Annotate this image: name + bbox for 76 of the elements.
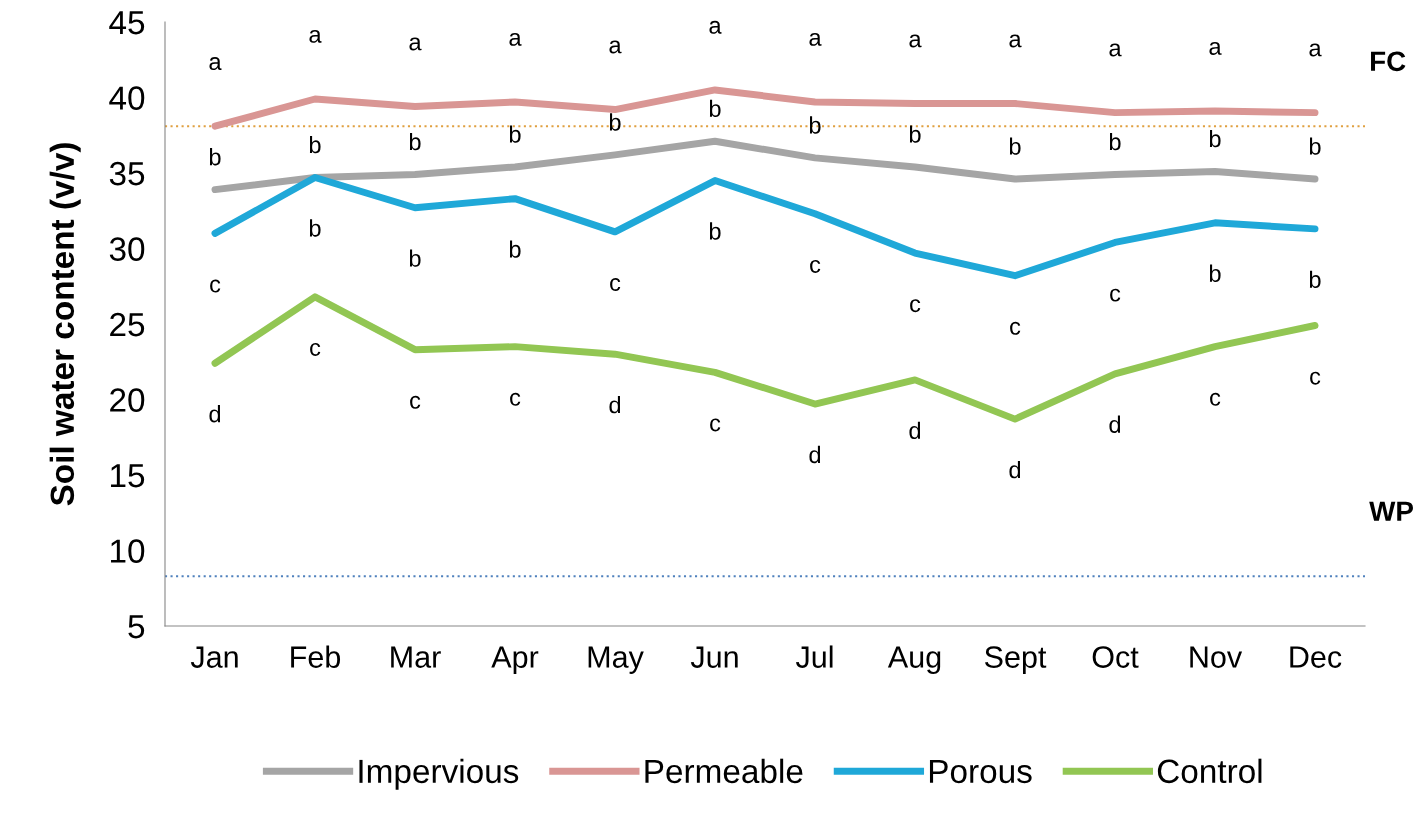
data-label: a (509, 32, 522, 46)
x-tick-label: Apr (491, 646, 539, 674)
x-tick-label: Jun (690, 646, 738, 668)
ref-line-label: FC (1371, 51, 1406, 72)
x-tick-label: Feb (291, 645, 341, 668)
data-label: b (1109, 132, 1121, 151)
data-label: b (409, 132, 421, 151)
ref-line-label: WP (1369, 501, 1413, 521)
data-label: b (809, 116, 821, 134)
data-label: b (409, 249, 421, 267)
data-label: b (909, 125, 921, 143)
data-label: b (509, 240, 521, 258)
data-label: a (1109, 43, 1122, 57)
data-label: a (1309, 43, 1322, 57)
data-label: b (709, 99, 721, 118)
data-label: c (310, 343, 321, 356)
y-tick-label: 30 (109, 237, 145, 261)
data-label: d (1009, 460, 1021, 479)
data-label: b (209, 148, 221, 166)
y-tick-label: 25 (110, 312, 145, 337)
data-label: b (309, 135, 321, 154)
data-label: c (1310, 371, 1321, 385)
y-tick-label: 20 (110, 388, 145, 412)
data-label: c (410, 395, 421, 409)
y-axis-title: Soil water content (v/v) (49, 143, 81, 506)
legend-label: Impervious (359, 758, 519, 790)
data-label: a (809, 32, 822, 46)
data-label: c (1210, 392, 1221, 406)
y-tick-label: 35 (109, 161, 145, 186)
data-label: c (1010, 321, 1021, 335)
data-label: b (709, 222, 721, 240)
data-label: b (1309, 270, 1321, 288)
data-label: c (1110, 288, 1121, 302)
y-tick-label: 5 (128, 615, 145, 639)
data-label: a (909, 34, 922, 48)
legend-label: Porous (929, 759, 1032, 784)
data-label: c (510, 392, 521, 406)
data-label: b (1209, 129, 1221, 148)
data-label: d (909, 421, 921, 439)
x-tick-label: Oct (1092, 646, 1139, 668)
data-label: c (810, 259, 821, 273)
legend-label: Permeable (645, 758, 803, 784)
data-label: a (1009, 34, 1022, 48)
x-tick-label: Sept (984, 646, 1047, 674)
x-tick-label: Jan (190, 646, 238, 668)
data-label: b (309, 219, 321, 237)
data-label: d (809, 445, 821, 464)
data-label: c (710, 418, 721, 432)
data-label: b (1209, 264, 1221, 282)
data-label: b (509, 125, 521, 143)
data-label: d (609, 395, 621, 414)
data-label: a (1209, 41, 1222, 55)
x-tick-label: Mar (391, 646, 441, 668)
x-tick-label: Jul (795, 645, 833, 668)
data-label: a (209, 57, 222, 71)
y-tick-label: 10 (111, 539, 145, 563)
data-label: a (409, 37, 422, 51)
data-label: d (209, 405, 221, 423)
data-label: c (210, 279, 221, 293)
x-tick-label: Dec (1290, 646, 1342, 668)
x-tick-label: Aug (887, 646, 941, 674)
y-tick-label: 15 (111, 464, 145, 488)
legend-label: Control (1157, 758, 1262, 784)
data-label: a (309, 29, 322, 43)
y-tick-label: 45 (109, 11, 145, 35)
y-tick-label: 40 (109, 86, 145, 110)
data-label: b (1309, 137, 1321, 155)
data-label: a (609, 40, 622, 54)
data-label: b (1009, 137, 1021, 155)
data-label: a (709, 20, 722, 34)
data-label: c (910, 299, 921, 313)
data-label: c (610, 278, 621, 292)
data-label: d (1109, 415, 1121, 433)
x-tick-label: May (588, 646, 644, 674)
data-label: b (609, 113, 621, 131)
x-tick-label: Nov (1190, 646, 1243, 668)
